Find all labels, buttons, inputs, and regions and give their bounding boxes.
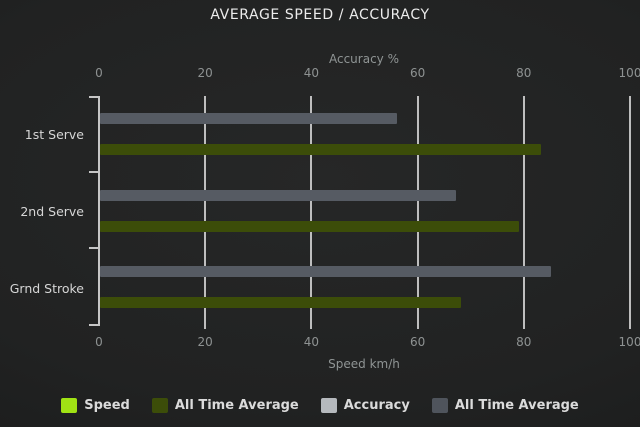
y-axis-tick xyxy=(89,96,100,98)
speed-average-swatch-icon xyxy=(151,398,168,413)
accuracy-average-swatch-icon xyxy=(431,398,448,413)
bar-all-time-average-accuracy- xyxy=(100,113,398,124)
bar-all-time-average-accuracy- xyxy=(100,266,552,278)
top-axis-title: Accuracy % xyxy=(328,52,400,66)
axis-tick-label: 20 xyxy=(197,335,213,349)
category-label: Grnd Stroke xyxy=(9,280,84,296)
bottom-axis-title: Speed km/h xyxy=(328,357,400,371)
gridline xyxy=(416,96,419,329)
y-axis-tick xyxy=(89,170,100,173)
axis-tick-label: 60 xyxy=(409,66,426,80)
y-axis-line xyxy=(98,96,100,326)
legend-item-accuracy: Accuracy xyxy=(320,398,410,413)
axis-tick-label: 100 xyxy=(618,335,640,349)
legend-label: Speed xyxy=(84,398,130,413)
legend-item-accuracy-all-time-average: All Time Average xyxy=(431,398,579,413)
axis-tick-label: 0 xyxy=(95,335,103,349)
gridline xyxy=(310,96,313,329)
legend-item-speed: Speed xyxy=(61,398,130,413)
axis-tick-label: 20 xyxy=(197,66,213,80)
category-label: 2nd Serve xyxy=(20,204,84,219)
legend-item-speed-all-time-average: All Time Average xyxy=(151,398,299,413)
axis-tick-label: 60 xyxy=(409,335,426,349)
speed-swatch-icon xyxy=(61,398,78,413)
legend-label: All Time Average xyxy=(454,398,579,413)
category-label: 1st Serve xyxy=(24,127,84,143)
bar-all-time-average-accuracy- xyxy=(100,189,456,201)
chart-title: AVERAGE SPEED / ACCURACY xyxy=(210,7,430,23)
gridline xyxy=(204,96,207,329)
axis-tick-label: 40 xyxy=(303,66,320,80)
bar-all-time-average-speed- xyxy=(100,297,462,309)
legend-label: All Time Average xyxy=(174,398,299,413)
y-axis-tick xyxy=(89,324,100,326)
axis-tick-label: 80 xyxy=(516,335,532,349)
axis-tick-label: 40 xyxy=(303,335,320,349)
gridline xyxy=(522,96,525,329)
y-axis-tick xyxy=(89,247,100,250)
axis-tick-label: 80 xyxy=(516,66,532,80)
axis-tick-label: 100 xyxy=(618,66,640,80)
axis-tick-label: 0 xyxy=(95,66,103,80)
gridline xyxy=(629,96,631,329)
legend: Speed All Time Average Accuracy All Time… xyxy=(0,398,640,413)
bar-all-time-average-speed- xyxy=(100,220,520,232)
bar-all-time-average-speed- xyxy=(100,144,541,155)
accuracy-swatch-icon xyxy=(320,398,337,413)
legend-label: Accuracy xyxy=(343,398,410,413)
